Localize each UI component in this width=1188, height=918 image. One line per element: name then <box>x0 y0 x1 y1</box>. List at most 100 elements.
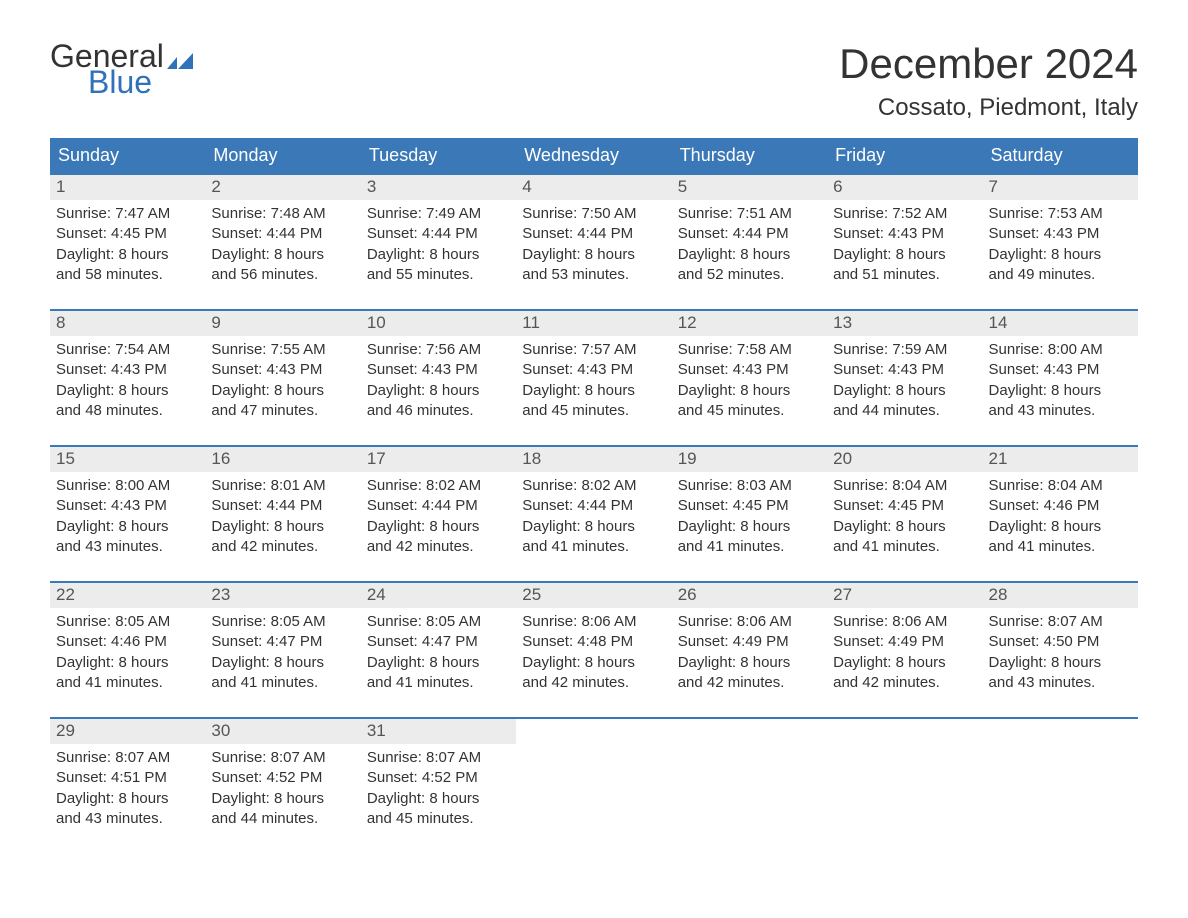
day-body-cell: Sunrise: 8:02 AMSunset: 4:44 PMDaylight:… <box>361 472 516 582</box>
day-number-cell: 8 <box>50 310 205 336</box>
sunset-line: Sunset: 4:49 PM <box>678 632 821 652</box>
sunset-line: Sunset: 4:43 PM <box>678 360 821 380</box>
day-number-cell: 1 <box>50 174 205 200</box>
day-body-cell: Sunrise: 8:02 AMSunset: 4:44 PMDaylight:… <box>516 472 671 582</box>
daylight-line2: and 42 minutes. <box>833 673 976 693</box>
sunrise-line: Sunrise: 7:56 AM <box>367 340 510 360</box>
day-body-cell: Sunrise: 8:06 AMSunset: 4:48 PMDaylight:… <box>516 608 671 718</box>
day-body-cell: Sunrise: 7:57 AMSunset: 4:43 PMDaylight:… <box>516 336 671 446</box>
daylight-line2: and 46 minutes. <box>367 401 510 421</box>
day-number-cell: 29 <box>50 718 205 744</box>
daylight-line2: and 42 minutes. <box>367 537 510 557</box>
daylight-line1: Daylight: 8 hours <box>678 653 821 673</box>
sunrise-line: Sunrise: 8:07 AM <box>989 612 1132 632</box>
sunrise-line: Sunrise: 8:06 AM <box>833 612 976 632</box>
daylight-line1: Daylight: 8 hours <box>56 517 199 537</box>
daylight-line1: Daylight: 8 hours <box>522 517 665 537</box>
day-number-cell: 23 <box>205 582 360 608</box>
daylight-line2: and 45 minutes. <box>678 401 821 421</box>
day-body-cell: Sunrise: 7:51 AMSunset: 4:44 PMDaylight:… <box>672 200 827 310</box>
page-title: December 2024 <box>839 40 1138 88</box>
day-number-cell: 18 <box>516 446 671 472</box>
sunset-line: Sunset: 4:52 PM <box>211 768 354 788</box>
daylight-line1: Daylight: 8 hours <box>56 653 199 673</box>
daylight-line2: and 42 minutes. <box>211 537 354 557</box>
day-number-cell: 26 <box>672 582 827 608</box>
day-number-cell: 21 <box>983 446 1138 472</box>
sunset-line: Sunset: 4:44 PM <box>678 224 821 244</box>
day-number-cell: 6 <box>827 174 982 200</box>
sunrise-line: Sunrise: 7:58 AM <box>678 340 821 360</box>
day-body-cell <box>983 744 1138 853</box>
day-body-cell: Sunrise: 7:53 AMSunset: 4:43 PMDaylight:… <box>983 200 1138 310</box>
day-number-cell <box>827 718 982 744</box>
day-number-cell: 9 <box>205 310 360 336</box>
daylight-line1: Daylight: 8 hours <box>367 789 510 809</box>
sunrise-line: Sunrise: 8:02 AM <box>522 476 665 496</box>
daylight-line1: Daylight: 8 hours <box>678 381 821 401</box>
sunset-line: Sunset: 4:43 PM <box>989 224 1132 244</box>
day-body-cell: Sunrise: 8:00 AMSunset: 4:43 PMDaylight:… <box>983 336 1138 446</box>
day-number-cell: 31 <box>361 718 516 744</box>
daylight-line2: and 42 minutes. <box>522 673 665 693</box>
calendar-body: 1234567Sunrise: 7:47 AMSunset: 4:45 PMDa… <box>50 174 1138 853</box>
sunrise-line: Sunrise: 8:01 AM <box>211 476 354 496</box>
daylight-line1: Daylight: 8 hours <box>367 245 510 265</box>
sunset-line: Sunset: 4:44 PM <box>367 224 510 244</box>
sunset-line: Sunset: 4:43 PM <box>989 360 1132 380</box>
sunrise-line: Sunrise: 8:06 AM <box>678 612 821 632</box>
weekday-header: Sunday <box>50 138 205 174</box>
sunrise-line: Sunrise: 8:07 AM <box>211 748 354 768</box>
day-number-cell: 7 <box>983 174 1138 200</box>
day-number-cell: 12 <box>672 310 827 336</box>
daylight-line2: and 47 minutes. <box>211 401 354 421</box>
sunset-line: Sunset: 4:43 PM <box>367 360 510 380</box>
sunrise-line: Sunrise: 8:07 AM <box>56 748 199 768</box>
weekday-header: Friday <box>827 138 982 174</box>
day-number-cell <box>983 718 1138 744</box>
sunrise-line: Sunrise: 7:48 AM <box>211 204 354 224</box>
day-number-cell: 2 <box>205 174 360 200</box>
daylight-line1: Daylight: 8 hours <box>211 653 354 673</box>
day-number-cell: 15 <box>50 446 205 472</box>
sunrise-line: Sunrise: 7:54 AM <box>56 340 199 360</box>
sunset-line: Sunset: 4:44 PM <box>522 224 665 244</box>
day-body-cell: Sunrise: 8:05 AMSunset: 4:47 PMDaylight:… <box>205 608 360 718</box>
sunrise-line: Sunrise: 8:04 AM <box>989 476 1132 496</box>
day-body-cell <box>827 744 982 853</box>
header: General Blue December 2024 Cossato, Pied… <box>50 40 1138 122</box>
daylight-line1: Daylight: 8 hours <box>211 245 354 265</box>
daylight-line1: Daylight: 8 hours <box>678 245 821 265</box>
weekday-header: Monday <box>205 138 360 174</box>
sunset-line: Sunset: 4:43 PM <box>833 224 976 244</box>
day-body-cell: Sunrise: 7:56 AMSunset: 4:43 PMDaylight:… <box>361 336 516 446</box>
day-body-cell: Sunrise: 8:04 AMSunset: 4:45 PMDaylight:… <box>827 472 982 582</box>
day-number-cell <box>672 718 827 744</box>
daylight-line2: and 41 minutes. <box>367 673 510 693</box>
sunset-line: Sunset: 4:45 PM <box>56 224 199 244</box>
daylight-line1: Daylight: 8 hours <box>989 381 1132 401</box>
day-body-cell: Sunrise: 8:05 AMSunset: 4:46 PMDaylight:… <box>50 608 205 718</box>
sunrise-line: Sunrise: 8:00 AM <box>989 340 1132 360</box>
sunset-line: Sunset: 4:44 PM <box>367 496 510 516</box>
sunrise-line: Sunrise: 7:49 AM <box>367 204 510 224</box>
day-number-cell: 27 <box>827 582 982 608</box>
sunset-line: Sunset: 4:43 PM <box>56 360 199 380</box>
daylight-line1: Daylight: 8 hours <box>367 653 510 673</box>
daylight-line1: Daylight: 8 hours <box>56 789 199 809</box>
daylight-line2: and 58 minutes. <box>56 265 199 285</box>
daylight-line2: and 45 minutes. <box>367 809 510 829</box>
daylight-line2: and 44 minutes. <box>211 809 354 829</box>
day-body-cell: Sunrise: 7:48 AMSunset: 4:44 PMDaylight:… <box>205 200 360 310</box>
daylight-line1: Daylight: 8 hours <box>522 245 665 265</box>
daylight-line1: Daylight: 8 hours <box>678 517 821 537</box>
daylight-line1: Daylight: 8 hours <box>211 381 354 401</box>
day-number-cell: 4 <box>516 174 671 200</box>
day-body-cell: Sunrise: 7:49 AMSunset: 4:44 PMDaylight:… <box>361 200 516 310</box>
sunset-line: Sunset: 4:44 PM <box>211 224 354 244</box>
weekday-header: Thursday <box>672 138 827 174</box>
sunset-line: Sunset: 4:43 PM <box>522 360 665 380</box>
daylight-line1: Daylight: 8 hours <box>367 517 510 537</box>
daylight-line1: Daylight: 8 hours <box>56 381 199 401</box>
day-body-cell: Sunrise: 8:07 AMSunset: 4:50 PMDaylight:… <box>983 608 1138 718</box>
